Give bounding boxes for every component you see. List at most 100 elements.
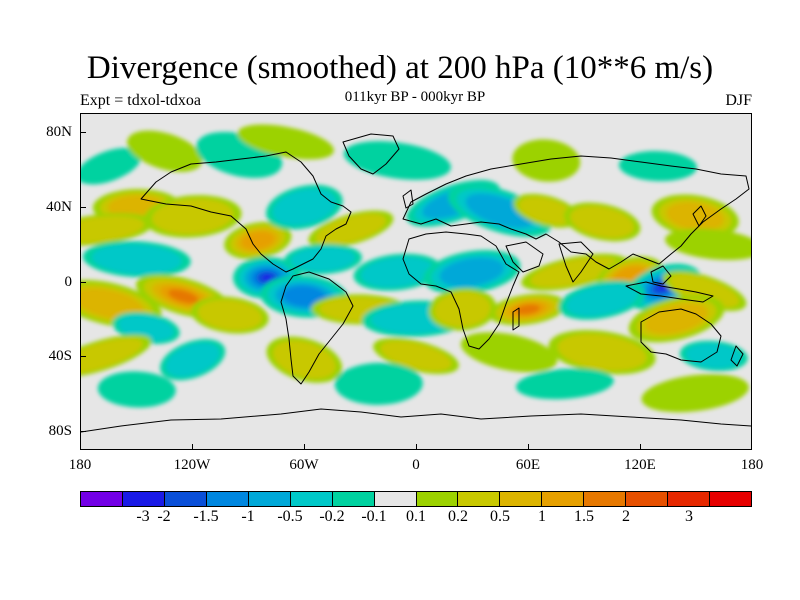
anomaly-contour — [460, 332, 558, 373]
anomaly-contour — [530, 256, 619, 288]
colorbar-box — [81, 492, 123, 506]
anomaly-contour — [262, 274, 273, 281]
latitude-tick — [80, 206, 86, 208]
colorbar-box — [248, 492, 291, 506]
longitude-tick — [528, 444, 529, 450]
anomaly-contour — [518, 196, 574, 225]
colorbar-box — [122, 492, 165, 506]
map-plot-area — [80, 113, 752, 450]
colorbar-box — [374, 492, 417, 506]
anomaly-contour — [168, 289, 199, 304]
coastline-africa — [402, 231, 520, 350]
anomaly-contour — [465, 193, 534, 228]
anomaly-contour — [566, 283, 639, 317]
anomaly-contour — [439, 257, 504, 287]
anomaly-contour — [315, 213, 387, 246]
longitude-label: 60E — [515, 457, 541, 473]
colorbar-box — [710, 492, 751, 506]
colorbar-label: 0.2 — [448, 508, 468, 525]
longitude-tick — [80, 444, 81, 450]
colorbar-label: -0.1 — [361, 508, 387, 525]
longitude-tick — [751, 444, 752, 450]
colorbar-label: -0.5 — [277, 508, 303, 525]
longitude-label: 60W — [289, 457, 319, 473]
anomaly-contour — [282, 286, 326, 307]
anomaly-contour — [118, 314, 175, 342]
anomaly-contour — [272, 340, 336, 379]
colorbar — [80, 491, 752, 507]
anomaly-contour — [618, 151, 697, 182]
colorbar-box — [542, 492, 585, 506]
anomaly-contour — [272, 188, 337, 226]
anomaly-contour — [644, 303, 709, 335]
coastline-antarctica — [81, 408, 751, 433]
season-label: DJF — [725, 92, 752, 109]
longitude-tick — [640, 444, 641, 450]
anomaly-contour — [237, 124, 334, 160]
longitude-label: 0 — [412, 457, 420, 473]
anomaly-contour — [557, 333, 647, 371]
anomaly-contour — [290, 246, 356, 272]
latitude-label: 80N — [46, 123, 72, 140]
anomaly-contour — [152, 198, 234, 234]
coastline-indonesia — [625, 281, 714, 303]
anomaly-contour — [81, 288, 144, 320]
colorbar-label: -0.2 — [319, 508, 345, 525]
coastline-greenland — [342, 133, 400, 175]
anomaly-contour — [92, 244, 182, 275]
anomaly-contour — [81, 215, 145, 243]
colorbar-box — [332, 492, 375, 506]
anomaly-contour — [515, 368, 614, 400]
colorbar-box — [500, 492, 543, 506]
latitude-tick — [80, 431, 86, 433]
anomaly-contour — [127, 130, 203, 172]
longitude-tick — [304, 444, 305, 450]
coastline-madagascar — [512, 307, 520, 331]
colorbar-box — [584, 492, 627, 506]
colorbar-label: 2 — [622, 508, 630, 525]
anomaly-contour — [666, 201, 724, 231]
latitude-label: 40S — [48, 348, 72, 365]
anomaly-contour — [81, 147, 142, 185]
anomaly-contour — [669, 274, 740, 308]
experiment-label: Expt = tdxol-tdxoa — [80, 92, 202, 109]
longitude-label: 120W — [173, 457, 211, 473]
anomaly-contour — [334, 362, 423, 405]
colorbar-box — [668, 492, 711, 506]
colorbar-label: -2 — [157, 508, 171, 525]
colorbar-box — [458, 492, 501, 506]
latitude-tick — [80, 281, 86, 283]
plot-title: Divergence (smoothed) at 200 hPa (10**6 … — [86, 50, 714, 86]
latitude-label: 80S — [48, 423, 72, 440]
coastline-eurasia — [402, 155, 750, 270]
anomaly-contour — [97, 371, 176, 408]
latitude-tick — [80, 131, 86, 133]
longitude-tick — [192, 444, 193, 450]
latitude-label: 40N — [46, 198, 72, 215]
colorbar-label: 0.5 — [490, 508, 510, 525]
colorbar-box — [626, 492, 669, 506]
coastline-new-zealand — [730, 345, 744, 367]
anomaly-contour — [343, 141, 451, 180]
anomaly-contour — [515, 304, 541, 315]
coastline-north-america — [140, 151, 352, 273]
anomaly-contour — [434, 291, 491, 327]
anomaly-layer — [81, 124, 751, 413]
colorbar-label: -3 — [136, 508, 150, 525]
longitude-tick — [416, 444, 417, 450]
anomaly-contour — [165, 342, 220, 377]
coastline-japan — [692, 205, 707, 227]
coastline-australia — [640, 308, 722, 363]
colorbar-label: -1.5 — [193, 508, 219, 525]
colorbar-box — [164, 492, 207, 506]
period-label: 011kyr BP - 000kyr BP — [344, 89, 486, 105]
coastline-india — [558, 241, 594, 283]
anomaly-contour — [81, 338, 143, 374]
coastline-arabia — [505, 241, 544, 273]
longitude-label: 120E — [624, 457, 656, 473]
anomaly-contour — [641, 374, 749, 413]
colorbar-box — [206, 492, 249, 506]
anomaly-contour — [512, 139, 581, 182]
anomaly-contour — [570, 205, 634, 239]
colorbar-box — [290, 492, 333, 506]
